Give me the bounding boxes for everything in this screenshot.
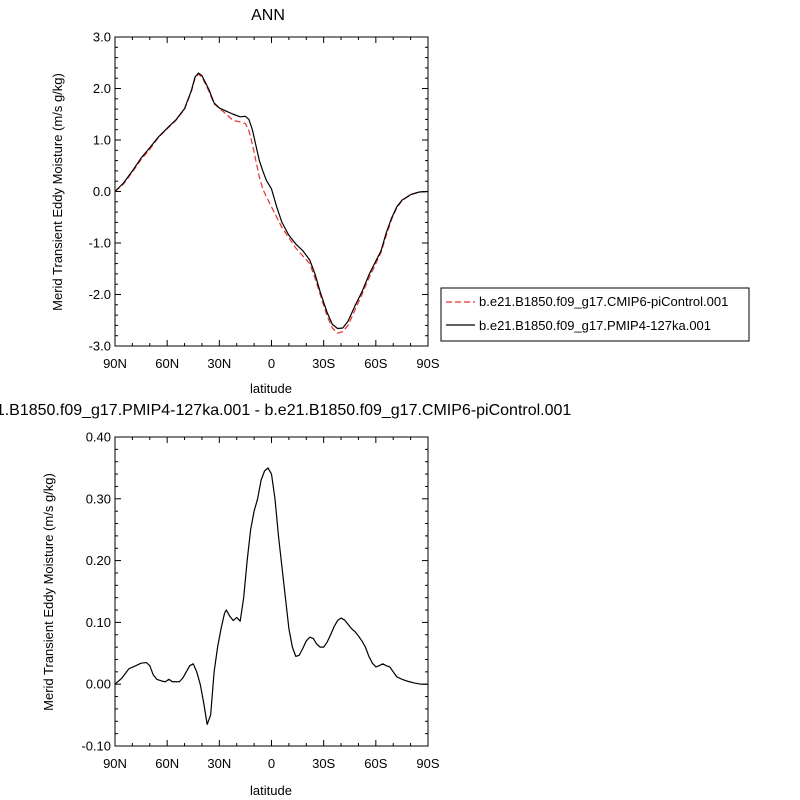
- y-tick-label: 0.20: [86, 553, 111, 568]
- bottom-y-axis-label: Merid Transient Eddy Moisture (m/s g/kg): [41, 473, 56, 711]
- y-tick-label: 2.0: [93, 81, 111, 96]
- plot-frame: [114, 436, 429, 747]
- x-tick-label: 0: [268, 756, 275, 771]
- x-tick-label: 60S: [364, 356, 387, 371]
- x-tick-label: 0: [268, 356, 275, 371]
- legend: b.e21.B1850.f09_g17.CMIP6-piControl.001 …: [440, 287, 750, 342]
- bottom-plot-area: 90N 60N 30N 0 30S 60S 90S -0.10 0.00 0.10 0.20 0.30…: [81, 430, 440, 772]
- x-tick-label: 30S: [312, 356, 335, 371]
- x-tick-label: 60S: [364, 756, 387, 771]
- y-tick-label: 0.40: [86, 430, 111, 445]
- bottom-chart-title: b.e21.B1850.f09_g17.PMIP4-127ka.001 - b.…: [0, 402, 571, 419]
- x-tick-label: 60N: [155, 356, 179, 371]
- legend-label-picontrol: b.e21.B1850.f09_g17.CMIP6-piControl.001: [479, 294, 728, 309]
- top-plot-area: 90N 60N 30N 0 30S 60S 90S -3.0 -2.0 -1.0 0.0 1.0 2.0…: [89, 30, 440, 372]
- x-tick-label: 60N: [155, 756, 179, 771]
- series-line-1-0: [114, 467, 428, 725]
- y-tick-label: 0.00: [86, 677, 111, 692]
- y-tick-label: -2.0: [89, 287, 111, 302]
- x-tick-label: 90N: [103, 756, 127, 771]
- y-tick-label: 3.0: [93, 30, 111, 45]
- legend-box: [440, 287, 750, 342]
- legend-label-127ka: b.e21.B1850.f09_g17.PMIP4-127ka.001: [479, 318, 711, 333]
- bottom-x-axis-label: latitude: [250, 783, 292, 798]
- y-tick-label: 0.0: [93, 184, 111, 199]
- x-tick-label: 90S: [416, 356, 439, 371]
- series-line-0-1: [114, 72, 429, 330]
- bottom-chart-panel: b.e21.B1850.f09_g17.PMIP4-127ka.001 - b.…: [0, 402, 571, 798]
- series-line-0-0: [114, 73, 429, 334]
- y-tick-label: 0.30: [86, 491, 111, 506]
- y-tick-label: -3.0: [89, 339, 111, 354]
- plot-frame: [114, 36, 429, 347]
- x-tick-label: 90N: [103, 356, 127, 371]
- x-tick-label: 90S: [416, 756, 439, 771]
- y-tick-label: 0.10: [86, 615, 111, 630]
- x-tick-label: 30N: [207, 356, 231, 371]
- y-tick-label: -1.0: [89, 236, 111, 251]
- y-tick-label: -0.10: [81, 739, 111, 754]
- x-tick-label: 30N: [207, 756, 231, 771]
- top-chart-panel: ANN 90N 60N 30N 0 30S 60S 90S -3.0 -2.0 -1.0 0.0 1.…: [50, 7, 750, 396]
- top-x-axis-label: latitude: [250, 381, 292, 396]
- top-y-axis-label: Merid Transient Eddy Moisture (m/s g/kg): [50, 73, 65, 311]
- top-chart-title: ANN: [251, 7, 285, 24]
- x-tick-label: 30S: [312, 756, 335, 771]
- y-tick-label: 1.0: [93, 133, 111, 148]
